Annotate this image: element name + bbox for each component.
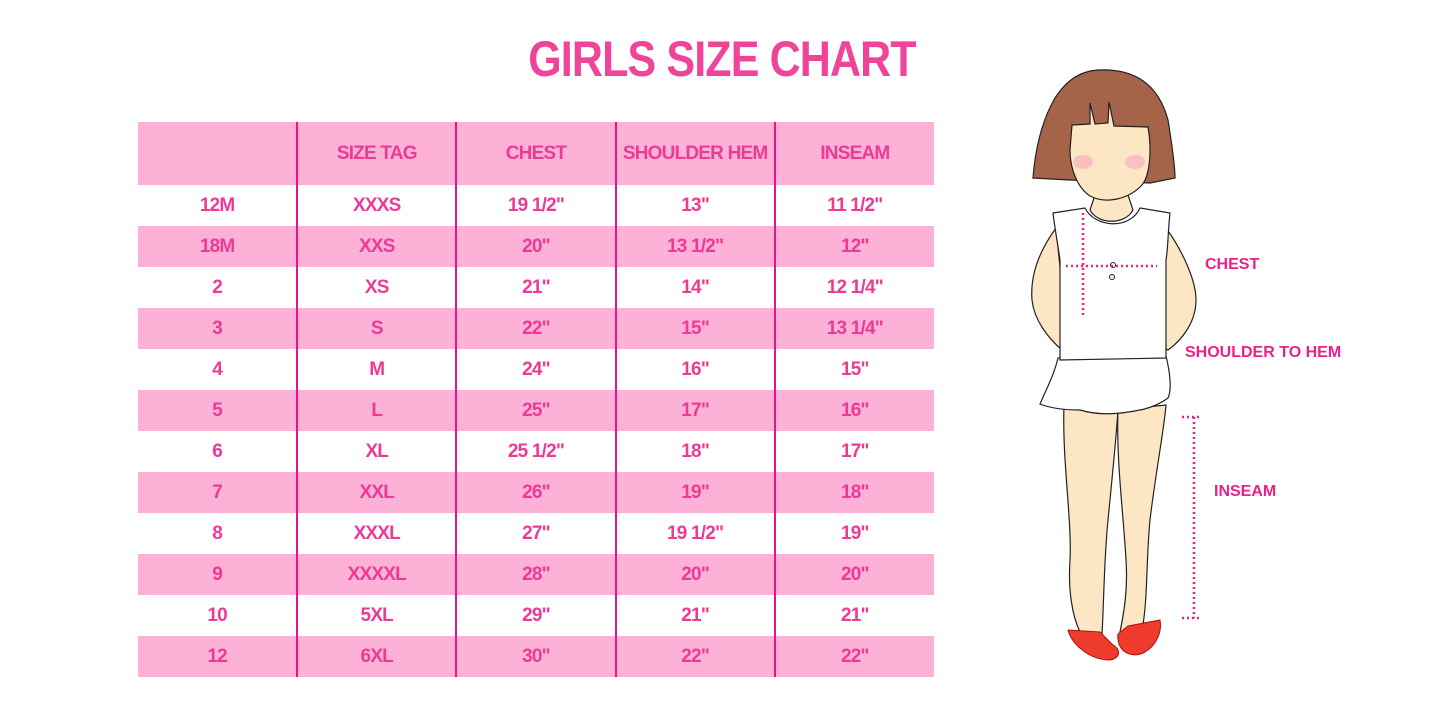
- table-cell: 15": [773, 349, 934, 390]
- table-cell: 5: [138, 390, 298, 431]
- table-cell: 5XL: [296, 595, 457, 636]
- column-header: SHOULDER HEM: [614, 122, 775, 185]
- table-cell: 19": [614, 472, 775, 513]
- table-cell: 25": [455, 390, 616, 431]
- table-cell: 19 1/2": [614, 513, 775, 554]
- column-header: SIZE TAG: [296, 122, 457, 185]
- table-cell: XXS: [296, 226, 457, 267]
- table-cell: 6: [212, 440, 223, 462]
- table-cell: 12 1/4": [773, 267, 934, 308]
- shoulder-to-hem-label: SHOULDER TO HEM: [1185, 344, 1342, 361]
- table-cell: 18": [773, 472, 934, 513]
- left-leg: [1063, 404, 1119, 635]
- table-cell: 21": [614, 595, 775, 636]
- table-cell: 3: [138, 308, 298, 349]
- table-cell: 12": [773, 226, 934, 267]
- table-cell: 17": [773, 431, 934, 472]
- table-cell: 26": [455, 472, 616, 513]
- table-cell: 12M: [199, 194, 235, 216]
- chest-label: CHEST: [1205, 256, 1260, 273]
- table-cell: 2: [212, 276, 223, 298]
- table-cell: 18M: [138, 226, 298, 267]
- table-cell: 9: [138, 554, 298, 595]
- table-cell: 17": [614, 390, 775, 431]
- table-cell: 21": [773, 595, 934, 636]
- table-cell: 8: [212, 522, 223, 544]
- table-cell: 16": [773, 390, 934, 431]
- table-cell: 27": [455, 513, 616, 554]
- table-cell: 20": [614, 554, 775, 595]
- face: [1069, 101, 1151, 201]
- table-cell: XXXXL: [296, 554, 457, 595]
- inseam-label: INSEAM: [1214, 483, 1277, 500]
- table-cell: 6XL: [296, 636, 457, 677]
- column-header: [138, 122, 298, 185]
- table-header-row: SIZE TAG CHEST SHOULDER HEM INSEAM: [138, 122, 934, 185]
- table-row: 5 L 25" 17" 16": [138, 390, 934, 431]
- table-cell: XS: [296, 267, 457, 308]
- table-cell: 21": [455, 267, 616, 308]
- table-row: 2 XS 21" 14" 12 1/4": [138, 267, 934, 308]
- table-row: 10 5XL 29" 21" 21": [138, 595, 934, 636]
- table-cell: 14": [614, 267, 775, 308]
- column-header: CHEST: [455, 122, 616, 185]
- right-arm: [1159, 226, 1197, 351]
- table-cell: M: [296, 349, 457, 390]
- table-row: 8 XXXL 27" 19 1/2" 19": [138, 513, 934, 554]
- table-row: 7 XXL 26" 19" 18": [138, 472, 934, 513]
- table-cell: 20": [455, 226, 616, 267]
- table-cell: 22": [614, 636, 775, 677]
- table-row: 12M XXXS 19 1/2" 13" 11 1/2": [138, 185, 934, 226]
- table-cell: XL: [296, 431, 457, 472]
- skirt: [1039, 355, 1171, 415]
- table-cell: 12: [138, 636, 298, 677]
- table-cell: L: [296, 390, 457, 431]
- table-cell: XXL: [296, 472, 457, 513]
- table-cell: 30": [455, 636, 616, 677]
- table-cell: 24": [455, 349, 616, 390]
- table-row: 9 XXXXL 28" 20" 20": [138, 554, 934, 595]
- table-cell: 22": [455, 308, 616, 349]
- table-cell: 25 1/2": [455, 431, 616, 472]
- column-header: INSEAM: [773, 122, 934, 185]
- table-cell: 29": [455, 595, 616, 636]
- table-row: 4 M 24" 16" 15": [138, 349, 934, 390]
- size-chart-table: SIZE TAG CHEST SHOULDER HEM INSEAM 12M XXXS 1…: [138, 122, 934, 677]
- table-cell: XXXS: [296, 185, 457, 226]
- table-row: 18M XXS 20" 13 1/2" 12": [138, 226, 934, 267]
- table-cell: 28": [455, 554, 616, 595]
- table-row: 6 XL 25 1/2" 18" 17": [138, 431, 934, 472]
- table-cell: 22": [773, 636, 934, 677]
- table-cell: 16": [614, 349, 775, 390]
- table-cell: XXXL: [296, 513, 457, 554]
- table-cell: 18": [614, 431, 775, 472]
- table-cell: 11 1/2": [773, 185, 934, 226]
- table-cell: 10: [207, 604, 227, 626]
- right-shoe: [1117, 619, 1161, 656]
- table-cell: 19 1/2": [455, 185, 616, 226]
- table-cell: 13 1/2": [614, 226, 775, 267]
- page-title: GIRLS SIZE CHART: [528, 31, 916, 87]
- table-cell: 19": [773, 513, 934, 554]
- table-cell: 13 1/4": [773, 308, 934, 349]
- table-row: 12 6XL 30" 22" 22": [138, 636, 934, 677]
- table-cell: S: [296, 308, 457, 349]
- table-cell: 4: [212, 358, 223, 380]
- left-arm: [1031, 226, 1069, 351]
- shirt: [1052, 207, 1171, 361]
- table-cell: 7: [138, 472, 298, 513]
- right-leg: [1117, 404, 1167, 633]
- table-cell: 15": [614, 308, 775, 349]
- table-cell: 20": [773, 554, 934, 595]
- table-cell: 13": [614, 185, 775, 226]
- table-row: 3 S 22" 15" 13 1/4": [138, 308, 934, 349]
- left-shoe: [1067, 629, 1119, 661]
